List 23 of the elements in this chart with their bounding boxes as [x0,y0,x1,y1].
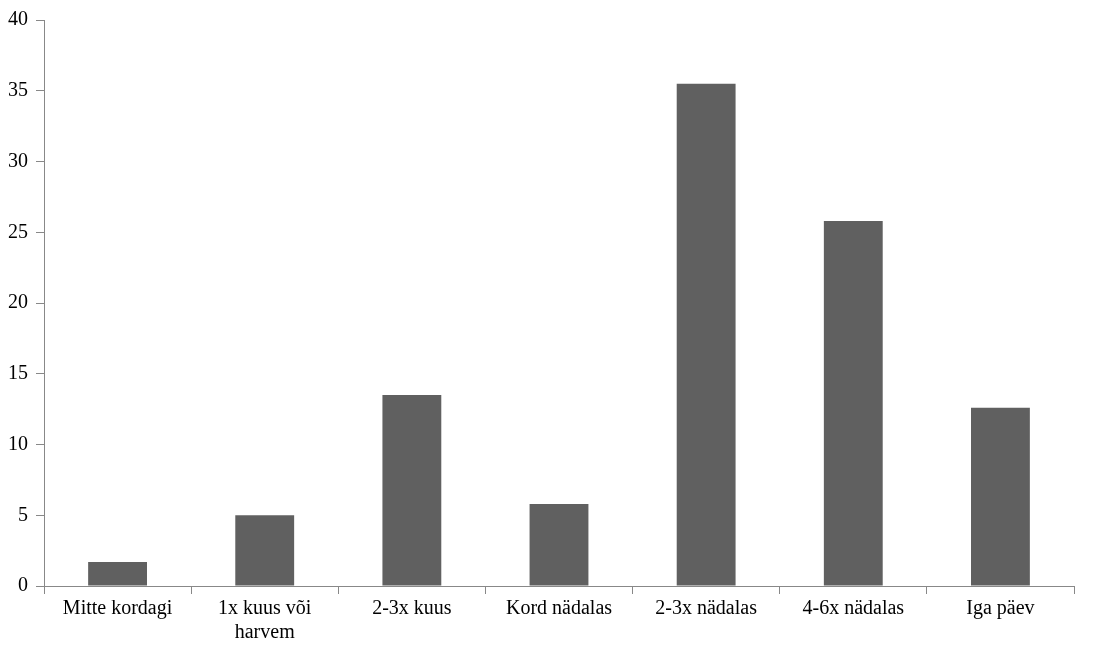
x-tick-label: 2-3x nädalas [655,596,758,619]
bar [676,83,736,586]
bar [235,515,295,586]
y-tick-label: 25 [8,219,28,242]
x-tick-label: Mitte kordagi [62,596,173,620]
y-tick-label: 10 [8,431,28,454]
y-tick-label: 20 [8,290,28,313]
bar [88,561,147,586]
y-tick-label: 0 [18,573,28,596]
y-tick-label: 35 [8,78,28,100]
x-tick-label: Iga päev [966,596,1035,620]
x-tick-label: 4-6x nädalas [802,596,905,619]
bar [529,503,589,586]
y-tick-label: 30 [8,148,28,171]
y-tick-label: 40 [8,7,28,30]
bar [382,394,442,586]
y-tick-label: 5 [18,502,28,525]
bar [971,407,1030,586]
x-tick-label: Kord nädalas [505,596,613,619]
bar [823,220,883,586]
x-tick-label: 2-3x kuus [372,596,452,619]
x-tick-label: 1x kuus või harvem [218,596,312,643]
y-tick-label: 15 [8,361,28,383]
